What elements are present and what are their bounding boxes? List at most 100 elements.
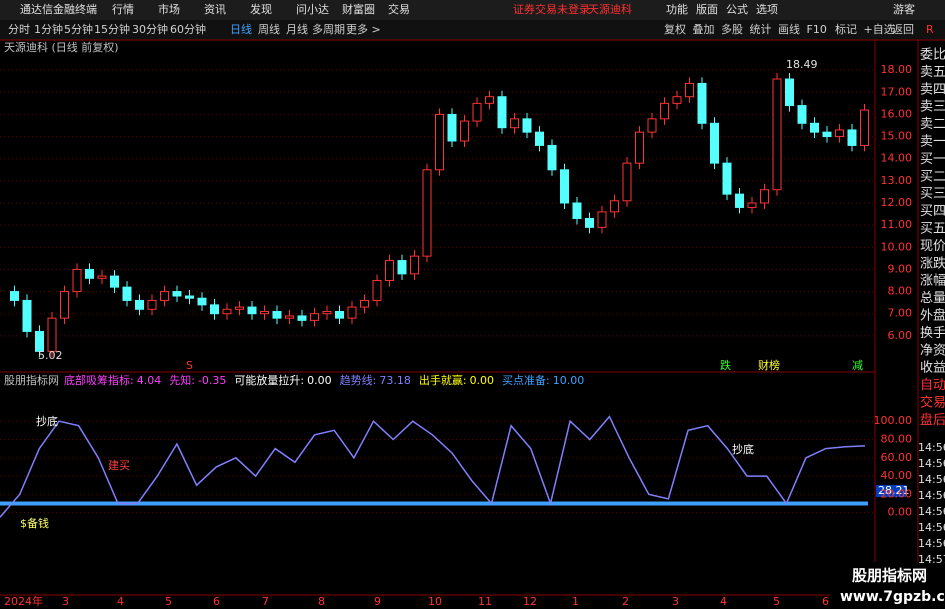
period-tab[interactable]: 月线	[286, 22, 308, 36]
tool-button[interactable]: 多股	[721, 22, 743, 36]
user[interactable]: 游客	[893, 2, 915, 16]
panel-item[interactable]: 卖一	[920, 135, 945, 150]
indicator-name: 股朋指标网	[4, 373, 59, 387]
y-tick-label: 9.00	[888, 262, 913, 275]
menu-item[interactable]: 发现	[250, 2, 272, 16]
period-tab[interactable]: 周线	[258, 22, 280, 36]
panel-item[interactable]: 涨幅	[920, 274, 945, 289]
event-marker[interactable]: 减	[852, 359, 863, 372]
menu-item[interactable]: 财富圈	[342, 2, 375, 16]
period-tab[interactable]: 30分钟	[132, 22, 168, 36]
tool-button[interactable]: 叠加	[693, 23, 715, 36]
time-label: 14:56	[918, 457, 945, 470]
period-tab[interactable]: 分时	[8, 23, 30, 36]
panel-item[interactable]: 卖四	[920, 82, 945, 97]
y-tick-label: 14.00	[881, 152, 913, 165]
legend-value: 0.00	[307, 374, 332, 387]
menu-item[interactable]: 交易	[388, 2, 410, 16]
menu-item[interactable]: 资讯	[204, 3, 226, 16]
panel-item[interactable]: 交易	[920, 395, 945, 411]
panel-item[interactable]: 卖三	[920, 100, 945, 115]
event-marker[interactable]: 财榜	[758, 358, 780, 372]
panel-item[interactable]: 买五	[920, 222, 945, 237]
candle	[172, 291, 182, 297]
tool-button[interactable]: F10	[807, 23, 827, 36]
x-tick-label: 9	[374, 595, 381, 608]
x-tick-label: 7	[262, 595, 269, 608]
watermark-url: www.7gpzb.com	[840, 589, 945, 605]
candle	[760, 189, 769, 204]
menu-item[interactable]: 功能	[666, 2, 688, 16]
chart-header: 天源迪科 (日线 前复权)	[4, 40, 119, 54]
panel-item[interactable]: 买三	[920, 187, 945, 202]
candle	[547, 144, 557, 171]
tool-button[interactable]: 统计	[750, 23, 772, 36]
panel-item[interactable]: 自动	[920, 378, 945, 393]
period-tab[interactable]: 日线	[230, 22, 252, 36]
period-tab[interactable]: 15分钟	[94, 22, 130, 36]
panel-item[interactable]: 净资	[920, 343, 945, 358]
y-tick-label: 16.00	[881, 107, 913, 120]
login-status[interactable]: 证券交易未登录	[513, 2, 590, 16]
candle	[47, 317, 57, 352]
menu-item[interactable]: 公式	[726, 3, 748, 16]
time-label: 14:56	[918, 473, 945, 486]
tool-button[interactable]: 复权	[664, 22, 686, 36]
candle	[797, 105, 807, 124]
y-tick-label: 15.00	[881, 130, 913, 143]
tool-button[interactable]: 画线	[778, 22, 800, 36]
period-tab[interactable]: 60分钟	[170, 22, 206, 36]
y-tick-label: 18.00	[881, 63, 913, 76]
menu-item[interactable]: 版面	[696, 2, 718, 16]
y-tick-label: 10.00	[881, 240, 913, 253]
trend-line	[0, 415, 866, 518]
y-tick-label: 100.00	[874, 414, 913, 427]
panel-item[interactable]: 现价	[920, 239, 945, 254]
y-tick-label: 17.00	[881, 85, 913, 98]
panel-item[interactable]: 卖二	[920, 117, 945, 132]
period-tab[interactable]: 5分钟	[64, 22, 93, 36]
tool-button[interactable]: +自选	[864, 23, 895, 36]
candle	[335, 311, 344, 319]
panel-item[interactable]: 换手	[920, 326, 945, 341]
x-tick-label: 3	[62, 595, 69, 608]
tool-button[interactable]: 标记	[835, 22, 857, 36]
tool-button[interactable]: 返回	[892, 23, 914, 36]
panel-item[interactable]: 涨跌	[920, 255, 945, 271]
candle	[647, 118, 657, 133]
candle	[85, 268, 94, 279]
panel-item[interactable]: 买一	[920, 152, 945, 167]
candle	[835, 129, 844, 138]
menu-item[interactable]: 选项	[756, 3, 778, 16]
period-tab[interactable]: 1分钟	[34, 22, 63, 36]
x-tick-label: 8	[318, 595, 325, 608]
watermark-name: 股朋指标网	[852, 567, 927, 585]
period-tab[interactable]: 多周期	[312, 22, 345, 36]
candle	[285, 315, 294, 319]
candle	[585, 218, 594, 228]
panel-item[interactable]: 外盘	[920, 308, 945, 324]
panel-item[interactable]: 盘后	[920, 412, 945, 428]
panel-item[interactable]: 总量	[920, 291, 945, 306]
candle	[710, 122, 719, 164]
current-value: 28.21	[878, 484, 910, 497]
menu-item[interactable]: 行情	[112, 3, 134, 16]
panel-item[interactable]: 卖五	[920, 65, 945, 80]
legend-value: 73.18	[379, 374, 411, 387]
candle	[660, 102, 669, 120]
candle	[222, 308, 232, 315]
candle	[260, 311, 269, 315]
panel-item[interactable]: 买四	[920, 204, 945, 219]
panel-item[interactable]: 收益	[920, 361, 945, 376]
event-marker[interactable]: 跌	[720, 358, 731, 372]
menu-item[interactable]: 问小达	[296, 3, 329, 16]
panel-item[interactable]: 委比	[920, 48, 945, 63]
corner: R	[926, 23, 934, 36]
panel-item[interactable]: 买二	[920, 169, 945, 184]
menu-item[interactable]: 市场	[158, 2, 180, 16]
low-label: 5.02	[38, 349, 63, 362]
period-tab[interactable]: 更多 >	[346, 22, 381, 36]
time-label: 14:56	[918, 537, 945, 550]
candle	[210, 304, 219, 315]
event-marker[interactable]: S	[186, 359, 193, 372]
